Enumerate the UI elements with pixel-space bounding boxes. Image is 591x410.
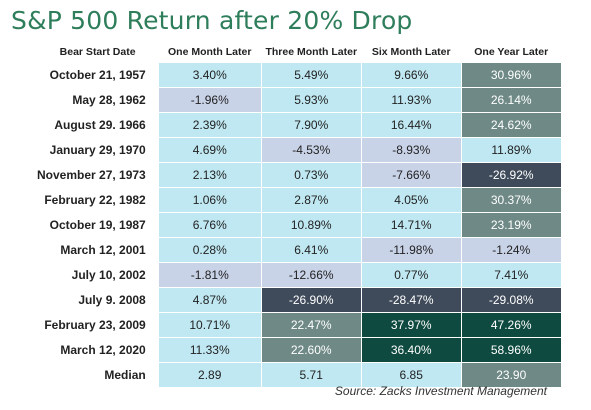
header-six-month-later: Six Month Later [371,45,451,58]
value-cell: 2.87% [261,187,362,213]
table-row: March 12, 2020 11.33% 22.60% 36.40% 58.96% [37,337,562,363]
value-cell: -1.96% [158,87,262,113]
value-cell: 0.73% [261,162,362,188]
value-cell: 6.41% [261,237,362,263]
value-cell: 3.40% [158,63,262,88]
value-cell: 2.89 [158,362,262,388]
row-label: May 28, 1962 [37,87,159,113]
value-cell: -28.47% [361,287,462,313]
header-one-month-later: One Month Later [168,45,252,58]
value-cell: 30.96% [461,63,562,88]
header-bear-start-date: Bear Start Date [59,45,136,58]
value-cell: 22.47% [261,312,362,338]
header-row: Bear Start Date One Month Later Three Mo… [37,40,561,63]
value-cell: 58.96% [461,337,562,363]
value-cell: -1.24% [461,237,562,263]
value-cell: 7.41% [461,262,562,288]
row-label: August 29. 1966 [37,112,159,138]
row-label: March 12, 2020 [37,337,159,363]
value-cell: 4.69% [158,137,262,163]
value-cell: 14.71% [361,212,462,238]
value-cell: 36.40% [361,337,462,363]
value-cell: 11.89% [461,137,562,163]
row-label: February 22, 1982 [37,187,159,213]
value-cell: -11.98% [361,237,462,263]
returns-table: Bear Start Date One Month Later Three Mo… [37,40,562,388]
value-cell: 24.62% [461,112,562,138]
value-cell: 47.26% [461,312,562,338]
table-row: August 29. 1966 2.39% 7.90% 16.44% 24.62% [37,112,562,138]
table-body: October 21, 1957 3.40% 5.49% 9.66% 30.96% May… [37,63,562,388]
table-row: October 19, 1987 6.76% 10.89% 14.71% 23.19% [37,212,562,238]
value-cell: 4.87% [158,287,262,313]
table-row: February 22, 1982 1.06% 2.87% 4.05% 30.37% [37,187,562,213]
value-cell: 11.93% [361,87,462,113]
value-cell: 6.85 [361,362,462,388]
table-row: Median 2.89 5.71 6.85 23.90 [37,362,562,388]
value-cell: 4.05% [361,187,462,213]
row-label: October 19, 1987 [37,212,159,238]
value-cell: -8.93% [361,137,462,163]
value-cell: 5.49% [261,63,362,88]
value-cell: 1.06% [158,187,262,213]
header-one-year-later: One Year Later [474,45,549,58]
table-row: October 21, 1957 3.40% 5.49% 9.66% 30.96% [37,63,562,88]
value-cell: -29.08% [461,287,562,313]
value-cell: 11.33% [158,337,262,363]
value-cell: 9.66% [361,63,462,88]
row-label: January 29, 1970 [37,137,159,163]
value-cell: 2.13% [158,162,262,188]
source-note: Source: Zacks Investment Management [334,384,547,398]
row-label: July 9. 2008 [37,287,159,313]
value-cell: 2.39% [158,112,262,138]
table-row: November 27, 1973 2.13% 0.73% -7.66% -26.92% [37,162,562,188]
row-label: July 10, 2002 [37,262,159,288]
row-label: March 12, 2001 [37,237,159,263]
value-cell: 0.77% [361,262,462,288]
table-row: March 12, 2001 0.28% 6.41% -11.98% -1.24% [37,237,562,263]
value-cell: 26.14% [461,87,562,113]
value-cell: 16.44% [361,112,462,138]
value-cell: -12.66% [261,262,362,288]
value-cell: 10.71% [158,312,262,338]
value-cell: 6.76% [158,212,262,238]
value-cell: 7.90% [261,112,362,138]
table-row: July 10, 2002 -1.81% -12.66% 0.77% 7.41% [37,262,562,288]
row-label: October 21, 1957 [37,63,159,88]
value-cell: 23.19% [461,212,562,238]
value-cell: 37.97% [361,312,462,338]
value-cell: -1.81% [158,262,262,288]
row-label: November 27, 1973 [37,162,159,188]
value-cell: -7.66% [361,162,462,188]
table-row: February 23, 2009 10.71% 22.47% 37.97% 47.26… [37,312,562,338]
row-label: February 23, 2009 [37,312,159,338]
value-cell: 0.28% [158,237,262,263]
value-cell: 30.37% [461,187,562,213]
value-cell: -26.92% [461,162,562,188]
table-row: January 29, 1970 4.69% -4.53% -8.93% 11.89% [37,137,562,163]
value-cell: 10.89% [261,212,362,238]
chart-title: S&P 500 Return after 20% Drop [11,6,413,35]
value-cell: 5.93% [261,87,362,113]
value-cell: 5.71 [261,362,362,388]
value-cell: -4.53% [261,137,362,163]
value-cell: 22.60% [261,337,362,363]
value-cell: -26.90% [261,287,362,313]
table-row: May 28, 1962 -1.96% 5.93% 11.93% 26.14% [37,87,562,113]
value-cell: 23.90 [461,362,562,388]
header-three-month-later: Three Month Later [265,45,358,58]
table-row: July 9. 2008 4.87% -26.90% -28.47% -29.08% [37,287,562,313]
row-label: Median [37,362,159,388]
